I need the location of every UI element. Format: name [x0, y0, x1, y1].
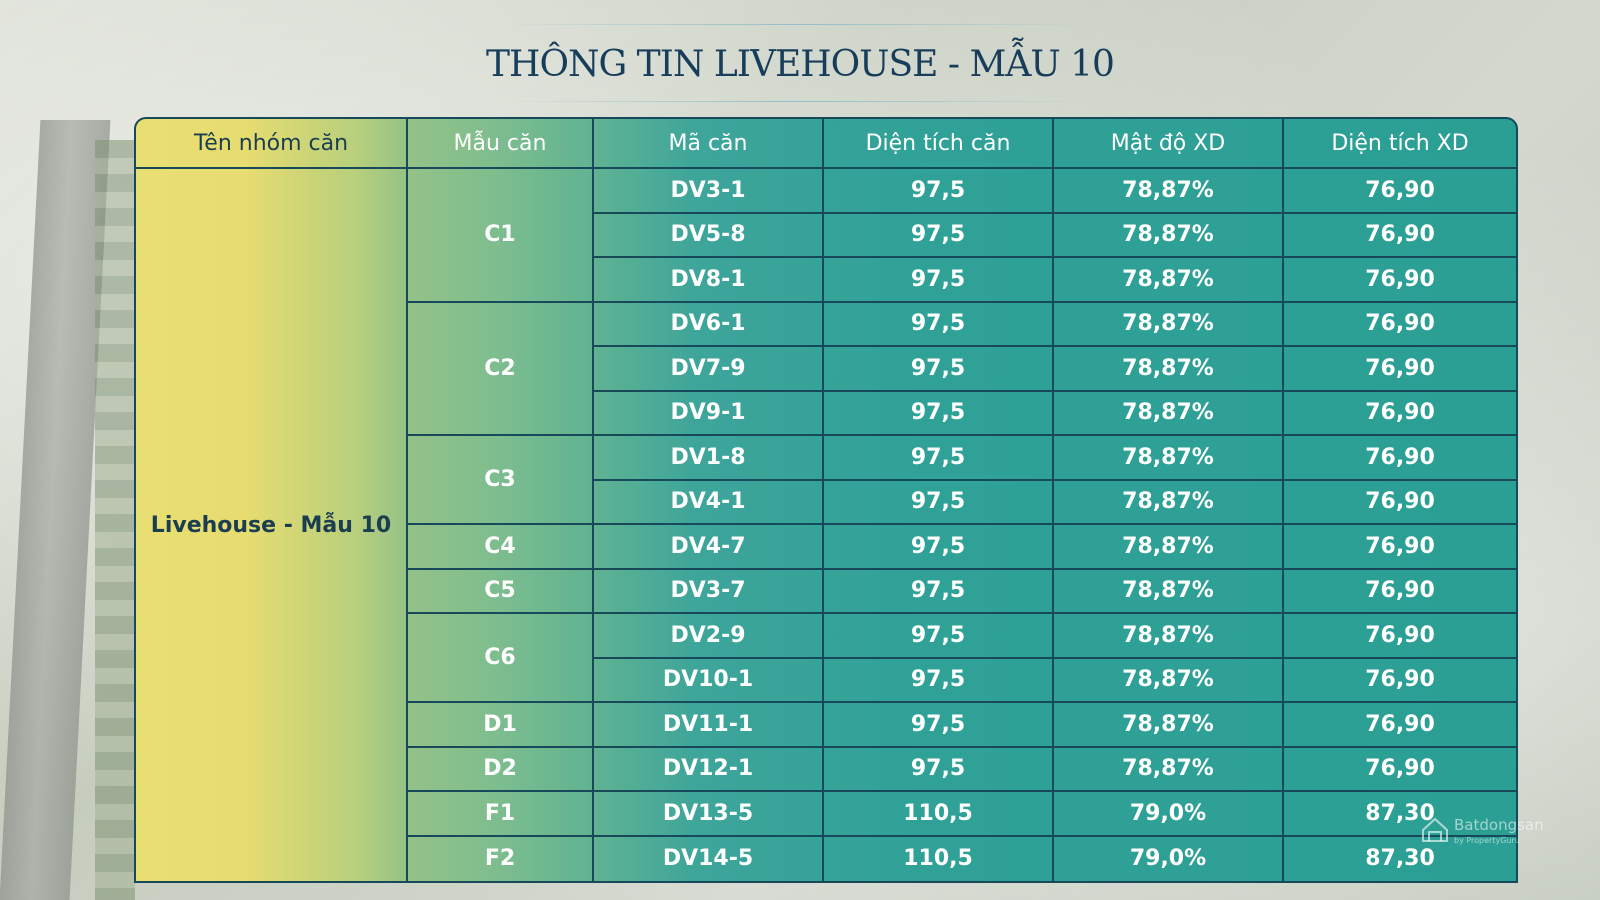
- build-area-cell: 87,30: [1365, 846, 1435, 872]
- area-cell: 110,5: [824, 836, 1054, 881]
- build-area-cell: 76,90: [1284, 303, 1516, 347]
- template-cell-c6: C6: [408, 614, 594, 703]
- code-cell: DV5-8: [594, 213, 824, 258]
- build-area-cell: 76,90: [1284, 525, 1516, 570]
- title-divider-top: [500, 24, 1100, 25]
- header-area: Diện tích căn: [824, 119, 1054, 169]
- code-cell: DV6-1: [594, 302, 824, 347]
- header-group-name: Tên nhóm căn: [136, 119, 408, 169]
- build-area-cell: 76,90: [1284, 570, 1516, 614]
- area-cell: 97,5: [824, 525, 1054, 570]
- build-area-cell: 76,90: [1284, 169, 1516, 214]
- group-name-cell: Livehouse - Mẫu 10: [136, 169, 408, 881]
- density-cell: 78,87%: [1054, 436, 1284, 481]
- area-cell: 97,5: [824, 391, 1054, 436]
- build-area-cell: 76,90: [1284, 347, 1516, 392]
- density-cell: 78,87%: [1054, 302, 1284, 347]
- code-cell: DV11-1: [594, 703, 824, 748]
- template-cell-c5: C5: [408, 569, 594, 614]
- code-cell: DV1-8: [594, 436, 824, 481]
- code-cell: DV4-7: [594, 525, 824, 570]
- code-cell: DV3-7: [594, 569, 824, 614]
- density-cell: 78,87%: [1054, 569, 1284, 614]
- build-area-cell: 76,90: [1284, 436, 1516, 481]
- watermark-brand: Batdongsan: [1454, 816, 1544, 834]
- code-cell: DV4-1: [594, 480, 824, 525]
- template-cell-c3: C3: [408, 436, 594, 525]
- template-cell-d1: D1: [408, 703, 594, 748]
- background-road: [0, 120, 111, 900]
- density-cell: 79,0%: [1054, 792, 1284, 837]
- area-cell: 97,5: [824, 347, 1054, 392]
- build-area-cell: 87,30: [1284, 792, 1516, 837]
- build-area-cell: 76,90: [1284, 392, 1516, 436]
- build-area-cell: 76,90: [1284, 614, 1516, 659]
- code-cell: DV14-5: [594, 836, 824, 881]
- livehouse-table: Tên nhóm căn Mẫu căn Mã căn Diện tích căn Mậ…: [134, 117, 1518, 883]
- area-cell: 97,5: [824, 614, 1054, 659]
- header-build-area: Diện tích XD: [1284, 119, 1516, 169]
- density-cell: 78,87%: [1054, 614, 1284, 659]
- header-code: Mã căn: [594, 119, 824, 169]
- code-cell: DV8-1: [594, 258, 824, 303]
- code-cell: DV12-1: [594, 747, 824, 792]
- density-cell: 78,87%: [1054, 347, 1284, 392]
- template-cell-f2: F2: [408, 836, 594, 881]
- area-cell: 97,5: [824, 213, 1054, 258]
- template-cell-d2: D2: [408, 747, 594, 792]
- density-cell: 78,87%: [1054, 658, 1284, 703]
- code-cell: DV10-1: [594, 658, 824, 703]
- area-cell: 97,5: [824, 258, 1054, 303]
- area-cell: 97,5: [824, 658, 1054, 703]
- area-cell: 97,5: [824, 569, 1054, 614]
- template-cell-f1: F1: [408, 792, 594, 837]
- density-cell: 78,87%: [1054, 747, 1284, 792]
- area-cell: 97,5: [824, 480, 1054, 525]
- density-cell: 78,87%: [1054, 258, 1284, 303]
- page-title: THÔNG TIN LIVEHOUSE - MẪU 10: [486, 44, 1115, 85]
- code-cell: DV3-1: [594, 169, 824, 214]
- build-area-cell: 76,90: [1284, 214, 1516, 258]
- density-cell: 78,87%: [1054, 703, 1284, 748]
- code-cell: DV13-5: [594, 792, 824, 837]
- build-area-cell: 76,90: [1284, 748, 1516, 792]
- density-cell: 78,87%: [1054, 391, 1284, 436]
- build-area-cell: 76,90: [1284, 258, 1516, 303]
- build-area-cell: 76,90: [1284, 703, 1516, 748]
- area-cell: 97,5: [824, 436, 1054, 481]
- house-logo-icon: [1422, 817, 1448, 842]
- build-area-cell: 76,90: [1284, 481, 1516, 525]
- header-density: Mật độ XD: [1054, 119, 1284, 169]
- density-cell: 78,87%: [1054, 169, 1284, 214]
- density-cell: 79,0%: [1054, 836, 1284, 881]
- code-cell: DV7-9: [594, 347, 824, 392]
- code-cell: DV2-9: [594, 614, 824, 659]
- area-cell: 97,5: [824, 302, 1054, 347]
- density-cell: 78,87%: [1054, 213, 1284, 258]
- area-cell: 97,5: [824, 747, 1054, 792]
- header-template: Mẫu căn: [408, 119, 594, 169]
- build-area-cell: 76,90: [1284, 659, 1516, 703]
- template-cell-c2: C2: [408, 302, 594, 436]
- area-cell: 97,5: [824, 169, 1054, 214]
- background-trees: [95, 140, 135, 900]
- density-cell: 78,87%: [1054, 525, 1284, 570]
- watermark-sub: by PropertyGuru: [1454, 836, 1520, 845]
- density-cell: 78,87%: [1054, 480, 1284, 525]
- watermark: Batdongsan by PropertyGuru: [1420, 812, 1570, 856]
- area-cell: 110,5: [824, 792, 1054, 837]
- title-divider-bottom: [500, 101, 1100, 102]
- code-cell: DV9-1: [594, 391, 824, 436]
- template-cell-c1: C1: [408, 169, 594, 303]
- template-cell-c4: C4: [408, 525, 594, 570]
- area-cell: 97,5: [824, 703, 1054, 748]
